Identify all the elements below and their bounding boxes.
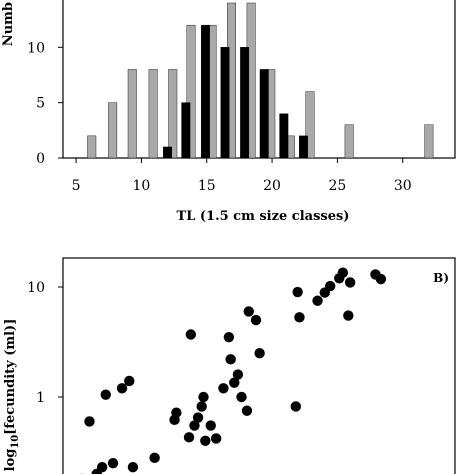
scatter-point <box>325 280 336 292</box>
scatter-point <box>236 391 247 403</box>
y-tick-label: 10 <box>27 280 45 296</box>
scatter-point <box>196 401 207 412</box>
x-axis-title: TL (1.5 cm size classes) <box>177 209 350 224</box>
bar-black <box>200 24 210 159</box>
bar-grey <box>305 91 315 159</box>
scatter-point <box>124 375 135 387</box>
scatter-point <box>96 462 108 473</box>
y-axis-title: Numb <box>1 2 16 46</box>
x-tick-label: 25 <box>328 178 346 194</box>
scatter-point <box>218 383 229 394</box>
scatter-point <box>225 354 236 365</box>
scatter-point <box>210 433 222 444</box>
bar-grey <box>127 69 137 159</box>
scatter-point <box>84 416 95 427</box>
scatter-point <box>232 369 244 380</box>
scatter-point <box>312 295 323 306</box>
plot-frame-b <box>62 257 456 474</box>
scatter-point <box>100 389 111 400</box>
bar-black <box>163 146 172 159</box>
panel-a-histogram: 5 10 15 20 25 30 0 5 10 TL (1.5 cm size classes)… <box>1 0 456 224</box>
bar-grey <box>148 69 158 159</box>
scatter-point <box>198 391 209 403</box>
scatter-point <box>337 267 349 278</box>
scatter-point <box>229 377 240 388</box>
scatter-point <box>344 277 356 288</box>
scatter-point <box>250 314 262 326</box>
bar-black <box>259 69 269 159</box>
scatter-point <box>292 286 303 298</box>
scatter-point <box>254 348 265 359</box>
bar-black <box>298 135 308 159</box>
bar-grey <box>424 124 434 159</box>
bar-grey <box>186 24 196 159</box>
bar-grey <box>87 135 97 159</box>
plot-frame-a <box>62 0 456 159</box>
scatter-point <box>192 412 204 423</box>
x-tick-label: 5 <box>72 178 81 194</box>
bar-black <box>240 47 250 159</box>
y-tick-label: 10 <box>27 40 45 56</box>
x-tick-label: 20 <box>263 178 281 194</box>
y-title-rest: [fecundity (ml)] <box>3 319 18 435</box>
scatter-point <box>343 310 354 321</box>
scatter-point <box>200 435 211 446</box>
ticks-group-b: 1 10 <box>27 280 63 406</box>
scatter-point <box>241 405 253 416</box>
panel-label: B) <box>433 271 449 285</box>
x-tick-label: 15 <box>198 178 216 194</box>
y-title-log: log <box>3 449 18 472</box>
scatter-point <box>375 273 387 285</box>
x-tick-label: 30 <box>394 178 412 194</box>
scatter-point <box>205 420 216 431</box>
scatter-point <box>171 407 182 418</box>
panel-b-scatter: 110 B) log10[fecundity (ml)] <box>3 257 456 474</box>
points-group <box>80 267 387 474</box>
x-tick-label: 10 <box>132 178 150 194</box>
y-title-subscript: 10 <box>10 435 21 449</box>
scatter-point <box>107 458 119 469</box>
y-tick-label: 1 <box>36 390 45 406</box>
y-tick-label: 0 <box>36 151 45 167</box>
y-axis-title-log: log10[fecundity (ml)] <box>3 319 21 472</box>
bar-black <box>181 102 191 159</box>
scatter-point <box>116 383 128 394</box>
y-tick-label: 5 <box>36 96 45 112</box>
bar-grey <box>108 102 118 159</box>
scatter-point <box>149 452 160 464</box>
bar-grey <box>168 69 178 159</box>
ticks-group-a: 5 10 15 20 25 30 0 5 10 <box>27 40 411 194</box>
bars-group <box>87 2 434 159</box>
scatter-point <box>223 331 235 343</box>
scatter-point <box>183 432 195 443</box>
scatter-point <box>185 329 197 340</box>
scatter-point <box>243 306 254 317</box>
bar-black <box>220 47 230 159</box>
scatter-point <box>127 462 139 473</box>
bar-black <box>279 113 289 159</box>
scatter-point <box>294 312 305 323</box>
bar-grey <box>344 124 354 159</box>
scatter-point <box>290 401 302 412</box>
scatter-point <box>189 420 200 431</box>
